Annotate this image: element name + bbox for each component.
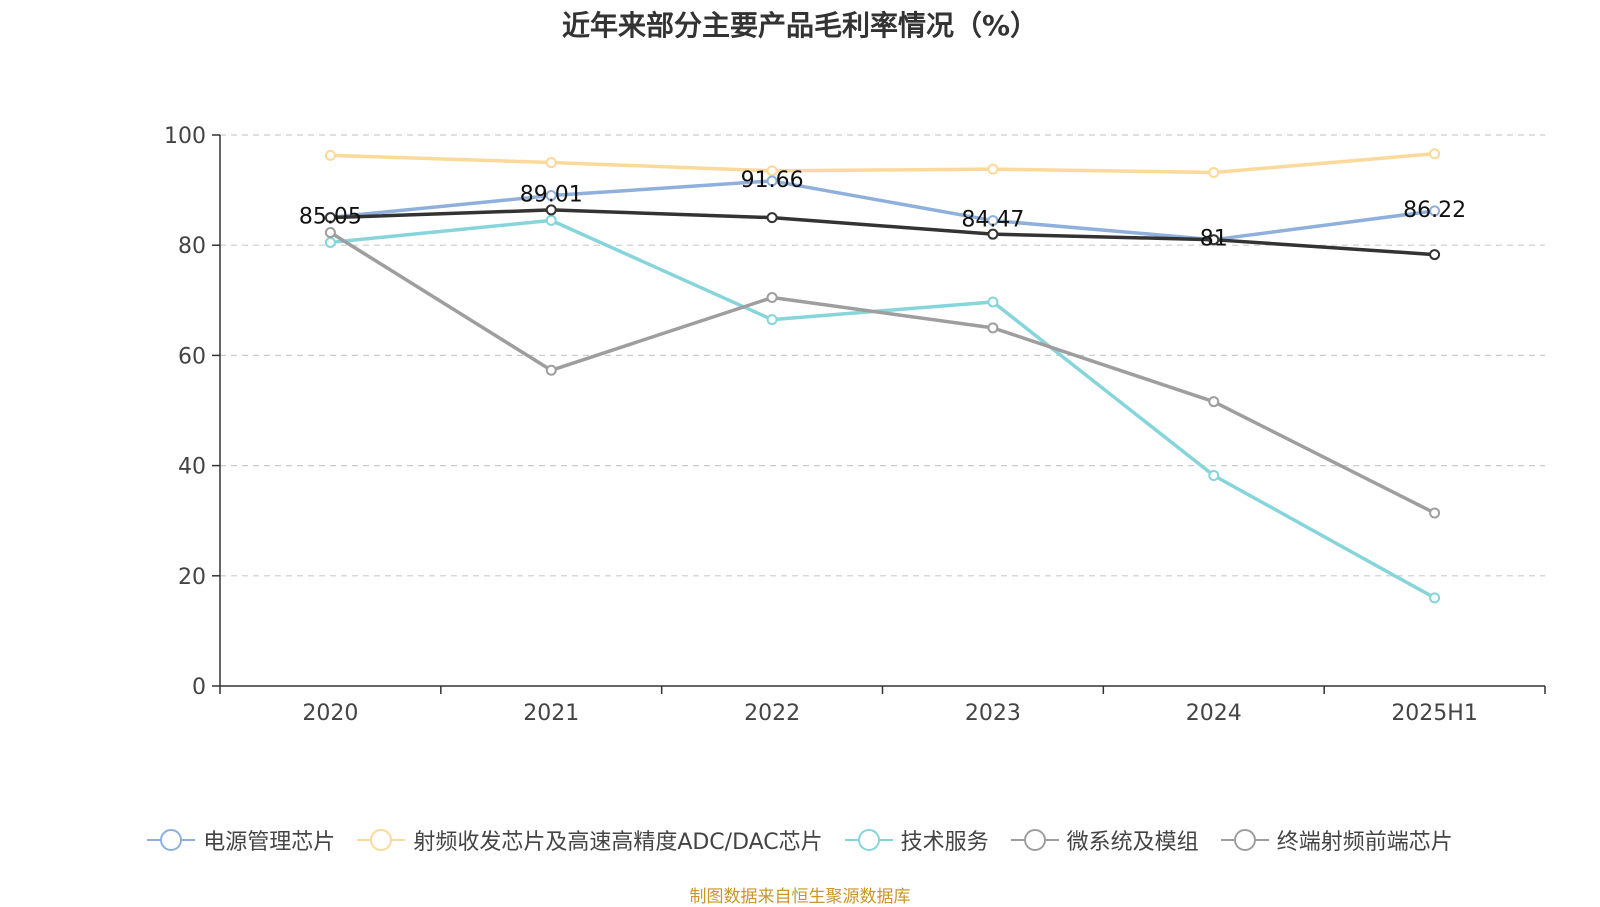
legend-item[interactable]: 终端射频前端芯片 [1220,824,1453,856]
x-tick-label: 2024 [1186,701,1242,726]
data-point [1429,249,1441,261]
data-point [766,165,778,177]
y-tick-label: 60 [178,344,206,369]
data-point [766,292,778,304]
data-point [545,157,557,169]
data-point [1208,166,1220,178]
data-label: 91.66 [741,168,804,193]
legend-swatch-icon [844,829,893,851]
series-line-0 [330,179,1435,242]
x-tick-label: 2021 [523,701,579,726]
x-tick-label: 2023 [965,701,1021,726]
y-tick-label: 20 [178,565,206,590]
x-tick-label: 2020 [302,701,358,726]
legend-swatch-icon [147,829,196,851]
legend-label: 电源管理芯片 [203,830,336,855]
data-point [987,163,999,175]
y-tick-label: 40 [178,455,206,480]
legend-label: 射频收发芯片及高速高精度ADC/DAC芯片 [413,830,823,855]
source-note: 制图数据来自恒生聚源数据库 [689,887,911,907]
data-label: 86.22 [1403,198,1466,223]
legend-item[interactable]: 电源管理芯片 [147,824,335,856]
y-tick-label: 0 [192,675,206,700]
data-point [1429,148,1441,160]
data-point [766,314,778,326]
legend-item[interactable]: 微系统及模组 [1010,824,1199,856]
data-label: 89.01 [520,183,583,208]
data-point [987,228,999,240]
data-point [1429,507,1441,519]
data-point [324,212,336,224]
legend-label: 终端射频前端芯片 [1276,830,1453,855]
legend-item[interactable]: 射频收发芯片及高速高精度ADC/DAC芯片 [357,824,823,856]
data-point [1429,205,1441,217]
legend: 电源管理芯片 射频收发芯片及高速高精度ADC/DAC芯片 技术服务 微系统及模组 终端射… [0,820,1600,860]
data-point [324,236,336,248]
data-point [766,175,778,187]
series-line-3 [329,231,1436,515]
data-point [987,215,999,227]
data-point [766,212,778,224]
data-point [987,322,999,334]
legend-item[interactable]: 技术服务 [844,824,989,856]
data-label: 84.47 [961,208,1024,233]
data-point [1208,470,1220,482]
data-point [324,149,336,161]
y-tick-label: 80 [178,234,206,259]
data-point [324,227,336,239]
series-line-4 [330,208,1435,257]
data-label: 81 [1200,227,1228,252]
x-tick-label: 2022 [744,701,800,726]
data-point [545,214,557,226]
legend-swatch-icon [1010,829,1059,851]
y-tick-label: 100 [164,124,206,149]
data-point [1208,396,1220,408]
data-label: 85.05 [299,204,362,229]
data-point [1208,234,1220,246]
legend-swatch-icon [1220,829,1269,851]
legend-swatch-icon [357,829,406,851]
series-line-2 [330,218,1436,600]
x-tick-label: 2025H1 [1391,701,1478,726]
data-point [987,296,999,308]
legend-label: 微系统及模组 [1066,830,1199,855]
data-point [545,204,557,216]
legend-label: 技术服务 [900,830,989,855]
series-line-1 [330,151,1435,175]
data-point [545,190,557,202]
chart-title: 近年来部分主要产品毛利率情况（%） [561,9,1039,42]
data-point [1429,592,1441,604]
data-point [545,364,557,376]
